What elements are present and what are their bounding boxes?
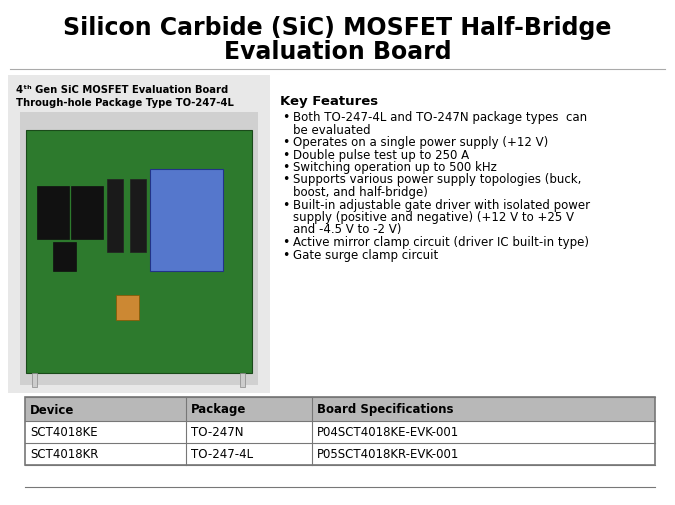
Text: •: •	[282, 111, 290, 124]
Text: Switching operation up to 500 kHz: Switching operation up to 500 kHz	[293, 161, 497, 174]
Text: P05SCT4018KR-EVK-001: P05SCT4018KR-EVK-001	[317, 447, 459, 461]
Text: Both TO-247-4L and TO-247N package types  can: Both TO-247-4L and TO-247N package types…	[293, 111, 587, 124]
Bar	[25, 397, 655, 421]
Text: Board Specifications: Board Specifications	[317, 402, 453, 416]
Bar	[25, 397, 655, 465]
Text: Operates on a single power supply (+12 V): Operates on a single power supply (+12 V…	[293, 136, 548, 148]
Text: boost, and half-bridge): boost, and half-bridge)	[293, 186, 428, 198]
Bar	[240, 373, 245, 387]
Bar	[20, 113, 258, 385]
Text: Active mirror clamp circuit (driver IC built-in type): Active mirror clamp circuit (driver IC b…	[293, 235, 589, 248]
Bar	[116, 295, 139, 320]
Bar	[107, 179, 123, 252]
Text: •: •	[282, 136, 290, 148]
Text: TO-247N: TO-247N	[190, 426, 243, 439]
Text: Gate surge clamp circuit: Gate surge clamp circuit	[293, 248, 438, 261]
Text: •: •	[282, 235, 290, 248]
Text: Key Features: Key Features	[280, 95, 378, 108]
Text: Silicon Carbide (SiC) MOSFET Half-Bridge: Silicon Carbide (SiC) MOSFET Half-Bridge	[63, 16, 612, 40]
Bar	[130, 179, 146, 252]
Text: •: •	[282, 148, 290, 161]
Text: 4ᵗʰ Gen SiC MOSFET Evaluation Board: 4ᵗʰ Gen SiC MOSFET Evaluation Board	[16, 85, 228, 95]
Text: Evaluation Board: Evaluation Board	[223, 40, 452, 64]
Text: TO-247-4L: TO-247-4L	[190, 447, 252, 461]
Bar	[25, 421, 655, 443]
Bar	[37, 186, 69, 240]
Bar	[32, 373, 37, 387]
Text: •: •	[282, 173, 290, 186]
Text: P04SCT4018KE-EVK-001: P04SCT4018KE-EVK-001	[317, 426, 459, 439]
Bar	[25, 443, 655, 465]
Text: Through-hole Package Type TO-247-4L: Through-hole Package Type TO-247-4L	[16, 98, 234, 108]
Text: Supports various power supply topologies (buck,: Supports various power supply topologies…	[293, 173, 581, 186]
Text: •: •	[282, 161, 290, 174]
Text: Built-in adjustable gate driver with isolated power: Built-in adjustable gate driver with iso…	[293, 198, 590, 211]
Text: Device: Device	[30, 402, 74, 416]
Text: SCT4018KR: SCT4018KR	[30, 447, 99, 461]
Bar	[71, 186, 103, 240]
Bar	[8, 76, 270, 393]
Text: Double pulse test up to 250 A: Double pulse test up to 250 A	[293, 148, 469, 161]
Bar	[151, 170, 223, 271]
Bar	[53, 242, 76, 271]
Text: SCT4018KE: SCT4018KE	[30, 426, 98, 439]
Text: •: •	[282, 198, 290, 211]
Text: and -4.5 V to -2 V): and -4.5 V to -2 V)	[293, 223, 402, 236]
Text: be evaluated: be evaluated	[293, 123, 371, 136]
Text: supply (positive and negative) (+12 V to +25 V: supply (positive and negative) (+12 V to…	[293, 211, 574, 224]
Text: Package: Package	[190, 402, 246, 416]
Bar	[26, 131, 252, 373]
Text: •: •	[282, 248, 290, 261]
